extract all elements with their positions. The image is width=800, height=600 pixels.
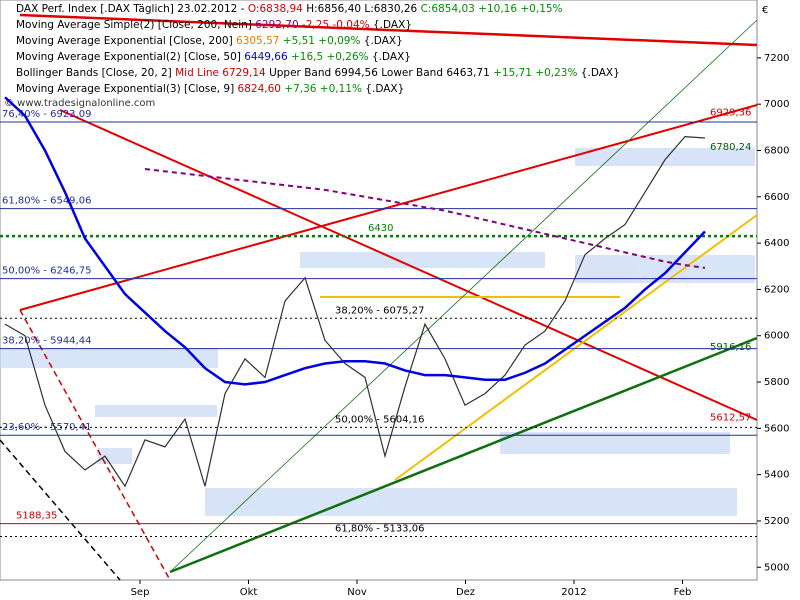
- legend-text: C:6854,03 +10,16 +0,15%: [421, 3, 563, 15]
- zone: [500, 432, 730, 454]
- zone: [95, 405, 217, 417]
- x-tick-label: 2012: [561, 587, 586, 598]
- legend-entry: Bollinger Bands [Close, 20, 2] Mid Line …: [16, 67, 620, 79]
- trendline: [19, 13, 758, 47]
- trendline: [19, 104, 758, 311]
- x-tick-label: Sep: [131, 587, 150, 598]
- y-tick-label: 6000: [764, 331, 789, 342]
- zone: [98, 448, 132, 464]
- legend-text: Bollinger Bands [Close, 20, 2]: [16, 67, 175, 79]
- y-tick-label: 6200: [764, 284, 789, 295]
- x-tick-label: Feb: [674, 587, 692, 598]
- legend-text: 6305,57: [236, 35, 279, 47]
- zones: [0, 148, 755, 516]
- currency: €: [762, 5, 768, 16]
- legend-text: {.DAX}: [369, 51, 411, 63]
- legend-text: Upper Band 6994,56 Lower Band 6463,71: [266, 67, 493, 79]
- series-line: [144, 168, 706, 269]
- zone: [575, 148, 755, 166]
- legend-text: -2,25 -0,04%: [299, 19, 370, 31]
- level-label: 61,80% - 6549,06: [2, 196, 91, 207]
- legend-text: H:6856,40 L:6830,26: [303, 3, 421, 15]
- y-tick-label: 5600: [764, 423, 789, 434]
- legend-text: Moving Average Exponential [Close, 200]: [16, 35, 236, 47]
- y-tick-label: 5800: [764, 377, 789, 388]
- legend-text: 6449,66: [244, 51, 288, 63]
- legend-text: {.DAX}: [360, 35, 402, 47]
- x-tick-label: Dez: [456, 587, 475, 598]
- legend-text: {.DAX}: [577, 67, 619, 79]
- zone: [0, 348, 218, 368]
- legend-text: Mid Line 6729,14: [175, 67, 266, 79]
- legend-text: 6824,60: [238, 83, 281, 95]
- legend-text: Moving Average Exponential(2) [Close, 50…: [16, 51, 244, 63]
- level-label: 61,80% - 5133,06: [335, 523, 424, 534]
- trendline: [394, 214, 758, 481]
- legend-text: +7,36 +0,11%: [281, 83, 362, 95]
- y-tick-label: 5000: [764, 562, 789, 573]
- level-label: 50,00% - 6246,75: [2, 266, 91, 277]
- trendline: [169, 336, 758, 574]
- legend-entry: Moving Average Simple(2) [Close, 200, Ne…: [16, 19, 412, 31]
- y-tick-label: 7200: [764, 53, 789, 64]
- legend-entry: DAX Perf. Index [.DAX Täglich] 23.02.201…: [16, 3, 563, 15]
- level-label: 76,40% - 6923,09: [2, 109, 91, 120]
- trendline: [169, 19, 758, 573]
- trendline: [19, 309, 171, 581]
- legend-text: DAX Perf. Index [.DAX Täglich] 23.02.201…: [16, 3, 248, 15]
- trendlines: [0, 13, 758, 581]
- legend-entry: Moving Average Exponential [Close, 200] …: [16, 35, 403, 47]
- legend-text: 6292,70: [255, 19, 298, 31]
- legend-entry: Moving Average Exponential(3) [Close, 9]…: [16, 83, 404, 95]
- y-tick-label: 7000: [764, 99, 789, 110]
- y-tick-label: 6800: [764, 145, 789, 156]
- level-label: 38,20% - 5944,44: [2, 336, 91, 347]
- y-tick-label: 5200: [764, 516, 789, 527]
- legend-entry: Moving Average Exponential(2) [Close, 50…: [16, 51, 411, 63]
- legend-text: {.DAX}: [362, 83, 404, 95]
- y-tick-label: 6600: [764, 192, 789, 203]
- level-label: 5188,35: [16, 511, 57, 522]
- y-tick-label: 5400: [764, 470, 789, 481]
- series-line: [4, 135, 706, 488]
- zone: [205, 488, 737, 516]
- level-label: 5916,16: [710, 342, 751, 353]
- level-label: 50,00% - 5604,16: [335, 414, 424, 425]
- legend-text: Moving Average Exponential(3) [Close, 9]: [16, 83, 238, 95]
- zone: [300, 252, 545, 268]
- legend-text: +5,51 +0,09%: [279, 35, 360, 47]
- legend-text: Moving Average Simple(2) [Close, 200, Ne…: [16, 19, 255, 31]
- trendline: [59, 109, 758, 421]
- watermark: © www.tradesignalonline.com: [4, 98, 155, 109]
- legend-text: +16,5 +0,26%: [288, 51, 369, 63]
- level-label: 5612,57: [710, 412, 751, 423]
- x-tick-label: Okt: [240, 587, 258, 598]
- series-line: [4, 96, 706, 386]
- level-label: 6430: [368, 223, 393, 234]
- level-label: 6929,36: [710, 108, 751, 119]
- legend-text: O:6838,94: [248, 3, 303, 15]
- legend-text: {.DAX}: [370, 19, 412, 31]
- trendline: [0, 439, 121, 581]
- y-tick-label: 6400: [764, 238, 789, 249]
- level-label: 6780,24: [710, 142, 751, 153]
- x-tick-label: Nov: [347, 587, 367, 598]
- level-label: 38,20% - 6075,27: [335, 305, 424, 316]
- legend-text: +15,71 +0,23%: [493, 67, 577, 79]
